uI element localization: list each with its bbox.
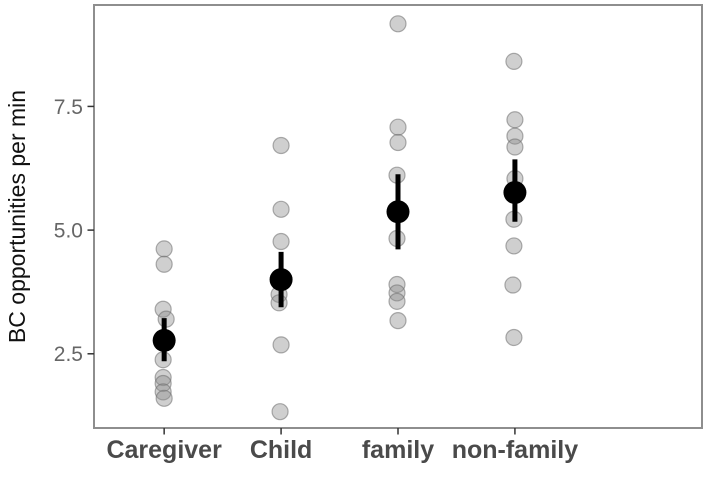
data-point (504, 276, 522, 294)
y-tick-label: 5.0 (54, 219, 83, 242)
data-point (506, 111, 524, 129)
mean-point (269, 268, 293, 292)
mean-ci-layer (152, 159, 527, 362)
data-point (389, 133, 407, 152)
x-category-label: family (362, 436, 434, 464)
data-point (272, 200, 290, 218)
data-point (271, 403, 289, 421)
mean-point (503, 181, 527, 205)
mean-point (152, 328, 176, 352)
mean-point (386, 200, 410, 224)
data-point (505, 237, 523, 255)
data-point (272, 136, 290, 155)
x-category-label: Caregiver (106, 436, 222, 464)
data-point (272, 336, 290, 354)
data-point (505, 328, 523, 347)
data-point (154, 300, 172, 318)
data-point (505, 52, 523, 71)
data-point (389, 312, 407, 330)
data-point (155, 240, 173, 258)
x-category-label: Child (250, 436, 313, 464)
x-category-label: non-family (452, 436, 578, 464)
data-point (272, 232, 290, 251)
y-tick-label: 7.5 (54, 96, 83, 119)
y-tick-label: 2.5 (54, 343, 83, 366)
data-point (388, 292, 406, 310)
data-point (389, 118, 407, 136)
y-axis-title: BC opportunities per min (4, 90, 30, 343)
data-point (154, 368, 172, 387)
data-point (155, 255, 173, 273)
data-point (389, 15, 407, 33)
axes-layer: 2.5 5.0 7.5 Caregiver Child family non-family (54, 96, 578, 464)
data-point (154, 383, 172, 401)
data-point (506, 138, 524, 156)
data-point (155, 389, 173, 407)
